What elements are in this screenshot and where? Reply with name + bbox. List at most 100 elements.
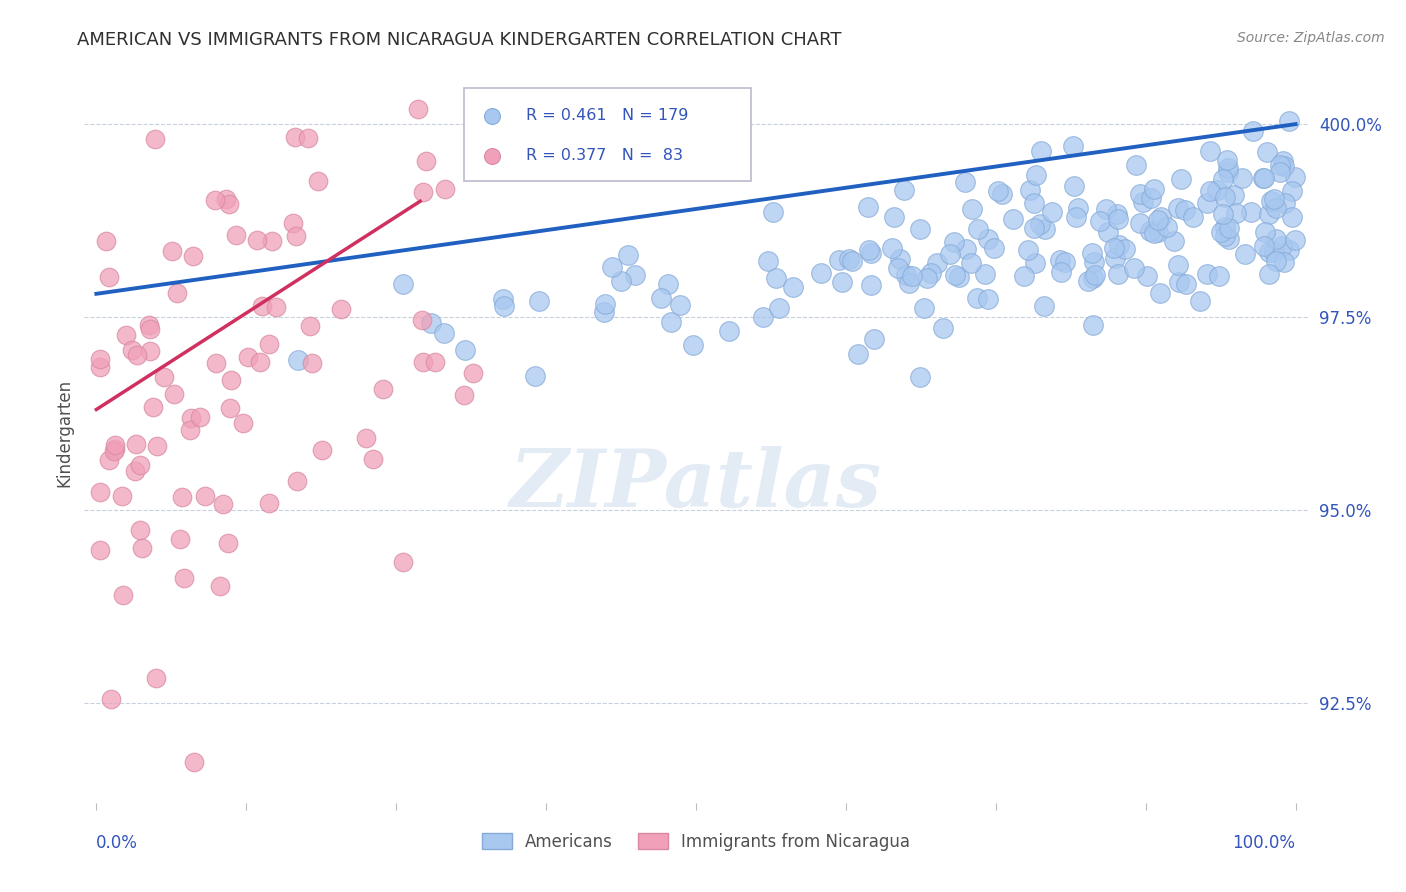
Point	[1105, 207, 1128, 221]
Point	[1150, 210, 1173, 224]
Point	[1104, 251, 1126, 265]
Point	[831, 275, 853, 289]
Point	[669, 298, 692, 312]
Text: 0.0%: 0.0%	[97, 834, 138, 852]
Point	[893, 183, 915, 197]
Point	[1174, 203, 1197, 218]
Point	[600, 260, 623, 274]
Point	[219, 373, 242, 387]
Point	[987, 184, 1010, 198]
Point	[152, 370, 174, 384]
Text: R = 0.461   N = 179: R = 0.461 N = 179	[526, 109, 689, 123]
Point	[1114, 243, 1136, 257]
Point	[1024, 256, 1046, 270]
Point	[1240, 205, 1263, 219]
Point	[1049, 252, 1071, 267]
Point	[752, 310, 775, 324]
Point	[1125, 158, 1147, 172]
Point	[762, 205, 785, 219]
Point	[1181, 210, 1204, 224]
Point	[181, 249, 204, 263]
Point	[1271, 238, 1294, 252]
Point	[1050, 264, 1073, 278]
Point	[111, 588, 134, 602]
Point	[142, 400, 165, 414]
Point	[1167, 201, 1189, 215]
Text: AMERICAN VS IMMIGRANTS FROM NICARAGUA KINDERGARTEN CORRELATION CHART: AMERICAN VS IMMIGRANTS FROM NICARAGUA KI…	[77, 31, 842, 49]
Point	[1265, 254, 1288, 268]
Point	[973, 267, 995, 281]
Point	[593, 305, 616, 319]
Point	[392, 277, 415, 292]
Point	[955, 242, 977, 256]
Point	[1095, 202, 1118, 216]
Point	[838, 252, 860, 266]
Point	[1268, 158, 1291, 172]
Point	[1274, 195, 1296, 210]
Point	[1022, 221, 1045, 235]
Point	[1123, 260, 1146, 275]
Point	[1066, 201, 1088, 215]
Point	[121, 343, 143, 358]
Point	[894, 268, 917, 283]
Point	[1257, 244, 1279, 259]
Point	[1263, 245, 1285, 260]
Point	[1197, 195, 1219, 210]
Point	[1054, 255, 1077, 269]
Point	[1281, 185, 1303, 199]
Point	[287, 353, 309, 368]
Point	[1198, 184, 1220, 198]
Point	[860, 278, 883, 293]
Point	[1272, 255, 1295, 269]
Point	[138, 318, 160, 332]
Point	[218, 196, 240, 211]
Point	[415, 153, 437, 168]
Point	[1139, 191, 1161, 205]
Point	[115, 328, 138, 343]
Point	[1031, 145, 1053, 159]
Point	[915, 270, 938, 285]
Point	[1213, 229, 1236, 244]
Point	[1253, 239, 1275, 253]
Point	[264, 301, 287, 315]
Point	[883, 210, 905, 224]
Point	[1132, 194, 1154, 209]
Point	[953, 175, 976, 189]
Point	[1029, 217, 1052, 231]
Point	[1241, 124, 1264, 138]
Point	[433, 182, 456, 196]
Point	[1017, 243, 1039, 257]
Point	[1033, 222, 1056, 236]
Point	[1143, 182, 1166, 196]
Point	[1107, 211, 1129, 226]
Point	[977, 293, 1000, 307]
Point	[983, 241, 1005, 255]
Point	[931, 320, 953, 334]
Point	[650, 292, 672, 306]
Point	[391, 555, 413, 569]
Point	[1208, 269, 1230, 284]
Point	[1257, 207, 1279, 221]
Point	[1284, 233, 1306, 247]
Point	[1209, 225, 1232, 239]
Point	[616, 248, 638, 262]
Point	[908, 370, 931, 384]
Point	[977, 232, 1000, 246]
Point	[1019, 183, 1042, 197]
Point	[1081, 318, 1104, 332]
Point	[225, 227, 247, 242]
Point	[942, 235, 965, 249]
Point	[756, 254, 779, 268]
Point	[284, 130, 307, 145]
Point	[131, 541, 153, 556]
Point	[1025, 168, 1047, 182]
Point	[172, 490, 194, 504]
Point	[215, 192, 238, 206]
Point	[1033, 299, 1056, 313]
Point	[523, 369, 546, 384]
Point	[1107, 267, 1129, 281]
Point	[217, 536, 239, 550]
Text: 100.0%: 100.0%	[1233, 834, 1295, 852]
Point	[1139, 224, 1161, 238]
Point	[1218, 232, 1240, 246]
